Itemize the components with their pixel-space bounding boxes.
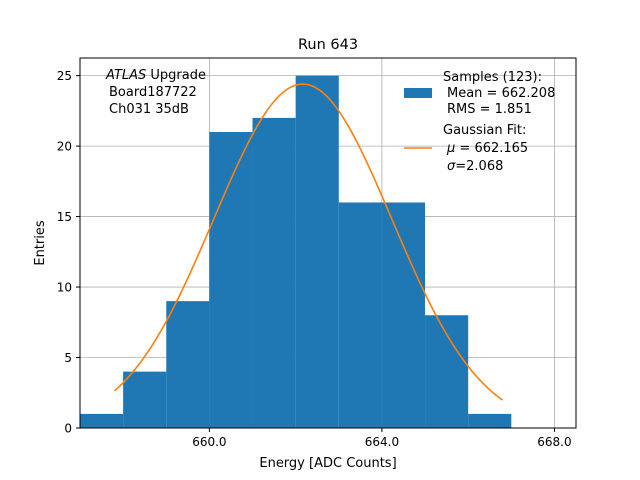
histogram-bar-7 <box>381 202 426 428</box>
legend-fit-sigma: σ=2.068 <box>447 159 503 174</box>
y-tick-label-3: 15 <box>57 210 72 224</box>
legend-samples-swatch <box>404 88 432 98</box>
x-tick-label-2: 668.0 <box>537 435 571 449</box>
mu-symbol: μ <box>446 141 455 156</box>
y-tick-label-4: 20 <box>57 140 72 154</box>
x-tick-label-1: 664.0 <box>365 435 399 449</box>
legend-samples-mean: Mean = 662.208 <box>447 86 555 101</box>
sigma-value: =2.068 <box>455 159 503 174</box>
axis-ticks: 660.0 664.0 668.0 0 5 10 15 20 25 <box>57 69 572 449</box>
histogram-bar-0 <box>80 413 124 428</box>
histogram-bar-6 <box>338 202 382 428</box>
y-tick-label-1: 5 <box>64 351 72 365</box>
y-axis-label: Entries <box>33 220 48 266</box>
sigma-symbol: σ <box>447 159 456 174</box>
histogram-bars <box>80 75 512 429</box>
plot-frame <box>79 57 577 429</box>
histogram-bar-3 <box>209 132 253 428</box>
histogram-bar-4 <box>252 117 296 429</box>
mu-value: = 662.165 <box>455 141 528 156</box>
y-tick-label-5: 25 <box>57 69 72 83</box>
channel-label: Ch031 35dB <box>109 102 189 117</box>
histogram-bar-5 <box>295 75 339 428</box>
histogram-bar-2 <box>166 301 210 428</box>
upgrade-label: Upgrade <box>146 68 206 83</box>
atlas-label: ATLAS <box>105 68 146 83</box>
x-axis-label: Energy [ADC Counts] <box>259 456 396 471</box>
chart-title: Run 643 <box>298 37 358 53</box>
histogram-bar-1 <box>123 371 167 428</box>
x-tick-label-0: 660.0 <box>192 435 226 449</box>
legend-fit-title: Gaussian Fit: <box>443 123 526 138</box>
legend: Samples (123): Mean = 662.208 RMS = 1.85… <box>404 70 555 174</box>
histogram-bar-9 <box>468 413 512 428</box>
y-tick-label-0: 0 <box>64 422 72 436</box>
board-label: Board187722 <box>109 85 197 100</box>
histogram-bar-8 <box>425 315 469 428</box>
legend-fit-mu: μ = 662.165 <box>446 141 528 156</box>
legend-samples-rms: RMS = 1.851 <box>447 102 532 117</box>
legend-samples-title: Samples (123): <box>443 70 542 85</box>
atlas-annotation: ATLAS Upgrade Board187722 Ch031 35dB <box>105 68 206 117</box>
svg-text:ATLAS Upgrade: ATLAS Upgrade <box>105 68 206 83</box>
y-tick-label-2: 10 <box>57 281 72 295</box>
gaussian-fit-curve <box>113 83 504 401</box>
